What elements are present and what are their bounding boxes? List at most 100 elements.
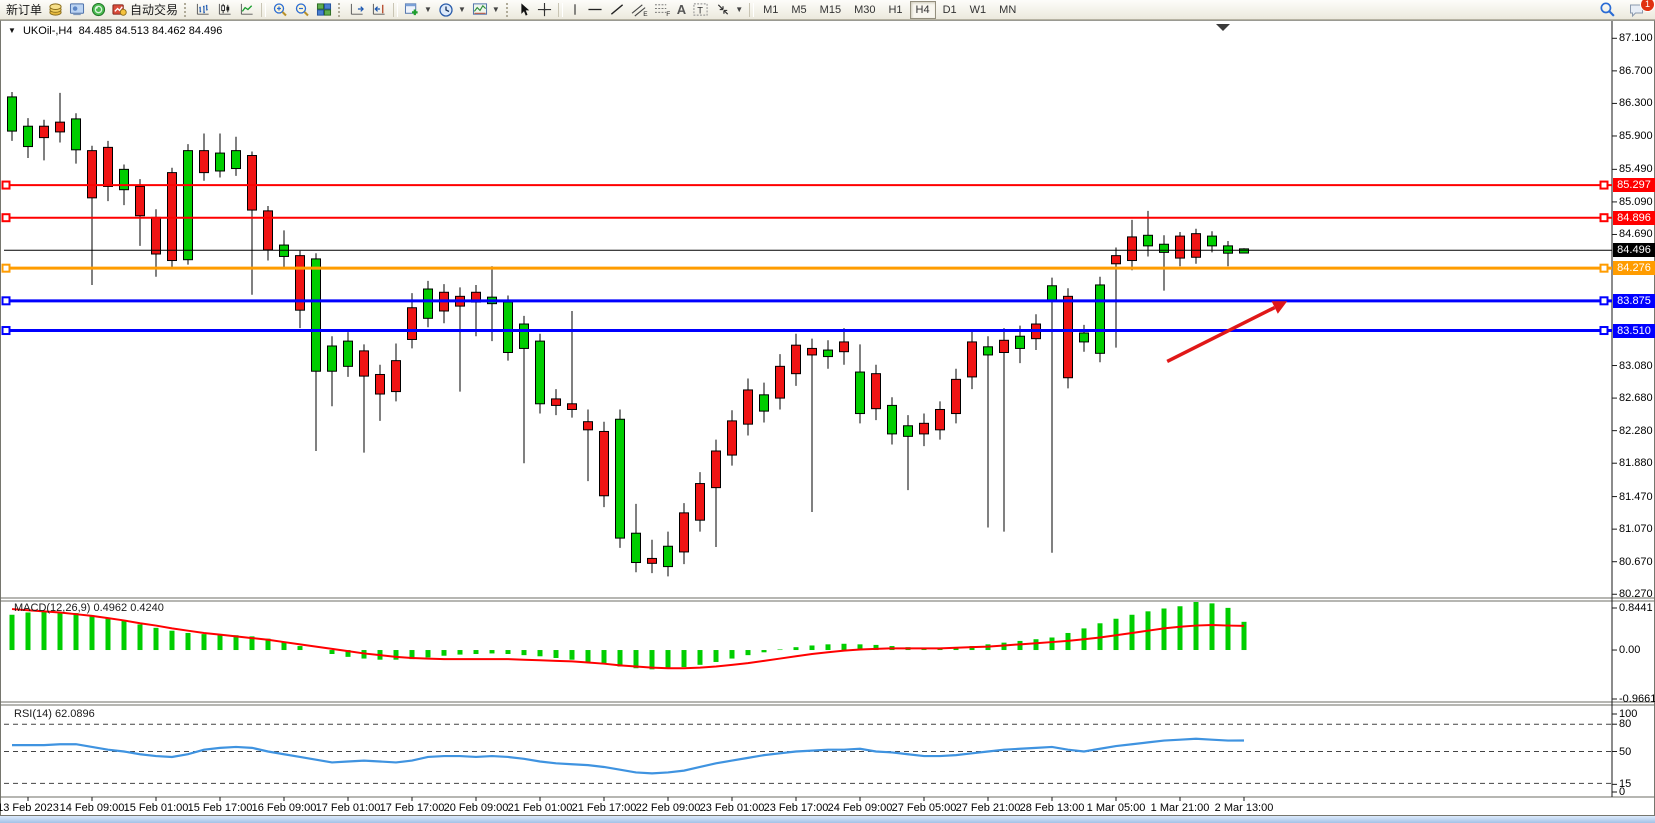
chevron-down-icon: ▼ bbox=[735, 5, 744, 14]
time-label: 28 Feb 13:00 bbox=[1019, 802, 1085, 814]
hline-tool-button[interactable] bbox=[584, 1, 606, 19]
timeframe-button-h4[interactable]: H4 bbox=[909, 0, 936, 19]
timeframe-button-mn[interactable]: MN bbox=[999, 3, 1017, 16]
candle-body bbox=[375, 373, 385, 395]
trend-arrow-object[interactable] bbox=[1166, 305, 1276, 364]
candle-body bbox=[535, 340, 545, 405]
price-tick-label: 80.670 bbox=[1619, 555, 1653, 568]
candle-body bbox=[295, 255, 305, 311]
text-tool-button[interactable]: A bbox=[674, 1, 689, 19]
horizontal-line-icon bbox=[588, 8, 602, 11]
time-label: 15 Feb 01:00 bbox=[123, 802, 189, 814]
chart-menu-triangle-icon[interactable]: ▼ bbox=[8, 26, 16, 35]
timeframe-button-m1[interactable]: M1 bbox=[763, 3, 779, 16]
autotrading-button[interactable]: 自动交易 bbox=[109, 1, 181, 19]
timeframe-button-d1[interactable]: D1 bbox=[942, 3, 957, 16]
candlestick-chart-button[interactable] bbox=[214, 1, 236, 19]
price-badge: 83.875 bbox=[1613, 293, 1655, 308]
macd-value: 0.4962 bbox=[93, 602, 128, 614]
terminal-button[interactable] bbox=[88, 1, 109, 19]
navigator-icon bbox=[69, 3, 85, 16]
rsi-tick-label: 80 bbox=[1619, 718, 1632, 731]
candle-body bbox=[727, 420, 737, 456]
candle-body bbox=[1063, 295, 1073, 379]
chart-shift-marker-icon[interactable] bbox=[1216, 24, 1230, 31]
candle-body bbox=[1111, 255, 1121, 265]
price-badge: 84.276 bbox=[1613, 261, 1655, 276]
timeframe-toolbar: M1 M5 M15 M30 H1 H4 D1 W1 MN bbox=[757, 0, 1022, 19]
fibonacci-tool-button[interactable]: F bbox=[651, 1, 674, 19]
new-chart-icon bbox=[405, 3, 418, 16]
price-tick-label: 81.880 bbox=[1619, 457, 1653, 470]
time-label: 16 Feb 09:00 bbox=[251, 802, 317, 814]
line-handle[interactable] bbox=[1, 326, 11, 336]
time-label: 1 Mar 21:00 bbox=[1150, 802, 1210, 814]
zoom-in-icon bbox=[273, 2, 287, 16]
line-handle[interactable] bbox=[1, 263, 11, 273]
channel-tool-button[interactable]: E bbox=[628, 1, 651, 19]
time-label: 20 Feb 09:00 bbox=[443, 802, 509, 814]
text-label-icon: T bbox=[693, 3, 708, 16]
clock-icon bbox=[439, 2, 453, 17]
crosshair-tool-button[interactable] bbox=[534, 1, 555, 19]
line-handle[interactable] bbox=[1599, 296, 1609, 306]
line-chart-button[interactable] bbox=[236, 1, 258, 19]
timeframe-button-m5[interactable]: M5 bbox=[791, 3, 807, 16]
line-handle[interactable] bbox=[1, 213, 11, 223]
notifications-button[interactable]: 1 bbox=[1625, 0, 1655, 19]
line-handle[interactable] bbox=[1599, 180, 1609, 190]
new-chart-button[interactable]: ▼ bbox=[401, 1, 435, 19]
timeframe-button-h1[interactable]: H1 bbox=[888, 3, 903, 16]
chart-symbol-period: UKOil-,H4 bbox=[22, 25, 73, 37]
periods-button[interactable]: ▼ bbox=[435, 1, 469, 19]
rsi-tick-label: 0 bbox=[1619, 786, 1626, 798]
candle-body bbox=[791, 344, 801, 375]
timeframe-button-m30[interactable]: M30 bbox=[854, 3, 876, 16]
toolbar-separator bbox=[749, 2, 755, 17]
candle-body bbox=[871, 373, 881, 410]
zoom-in-button[interactable] bbox=[269, 1, 291, 19]
templates-button[interactable]: ▼ bbox=[469, 1, 503, 19]
line-handle[interactable] bbox=[1599, 326, 1609, 336]
candle-body bbox=[71, 118, 81, 151]
timeframe-button-m15[interactable]: M15 bbox=[819, 3, 842, 16]
chart-title: ▼ UKOil-,H4 84.485 84.513 84.462 84.496 bbox=[8, 25, 222, 37]
tile-windows-button[interactable] bbox=[313, 1, 335, 19]
autotrading-label: 自动交易 bbox=[130, 3, 179, 17]
bar-chart-icon bbox=[196, 3, 209, 15]
auto-scroll-button[interactable] bbox=[346, 1, 368, 19]
navigator-button[interactable] bbox=[66, 1, 88, 19]
tile-windows-icon bbox=[317, 3, 332, 16]
price-badge: 84.896 bbox=[1613, 210, 1655, 225]
label-tool-button[interactable]: T bbox=[689, 1, 712, 19]
cursor-tool-button[interactable] bbox=[514, 1, 534, 19]
chart-ohlc-values: 84.485 84.513 84.462 84.496 bbox=[78, 25, 223, 37]
new-order-button[interactable]: 新订单 bbox=[3, 1, 45, 19]
price-tick-label: 85.490 bbox=[1619, 163, 1653, 176]
market-watch-icon bbox=[49, 3, 62, 16]
time-label: 21 Feb 01:00 bbox=[507, 802, 573, 814]
zoom-out-button[interactable] bbox=[291, 1, 313, 19]
arrows-tool-button[interactable]: ▼ bbox=[712, 1, 746, 19]
line-handle[interactable] bbox=[1, 180, 11, 190]
timeframe-button-w1[interactable]: W1 bbox=[969, 3, 987, 16]
vline-tool-button[interactable] bbox=[566, 1, 584, 19]
candle-body bbox=[999, 339, 1009, 354]
toolbar-separator bbox=[557, 2, 563, 17]
bar-chart-button[interactable] bbox=[192, 1, 214, 19]
candle-body bbox=[167, 172, 177, 262]
line-handle[interactable] bbox=[1599, 263, 1609, 273]
chevron-down-icon: ▼ bbox=[424, 5, 432, 14]
chart-shift-button[interactable] bbox=[368, 1, 390, 19]
trendline-tool-button[interactable] bbox=[606, 1, 628, 19]
candle-body bbox=[823, 349, 833, 358]
arrows-icon bbox=[718, 4, 729, 15]
new-order-label: 新订单 bbox=[6, 3, 43, 17]
line-handle[interactable] bbox=[1599, 213, 1609, 223]
candle-body bbox=[887, 404, 897, 435]
market-watch-button[interactable] bbox=[45, 1, 66, 19]
line-handle[interactable] bbox=[1, 296, 11, 306]
candle-body bbox=[343, 340, 353, 367]
search-button[interactable] bbox=[1596, 1, 1619, 19]
